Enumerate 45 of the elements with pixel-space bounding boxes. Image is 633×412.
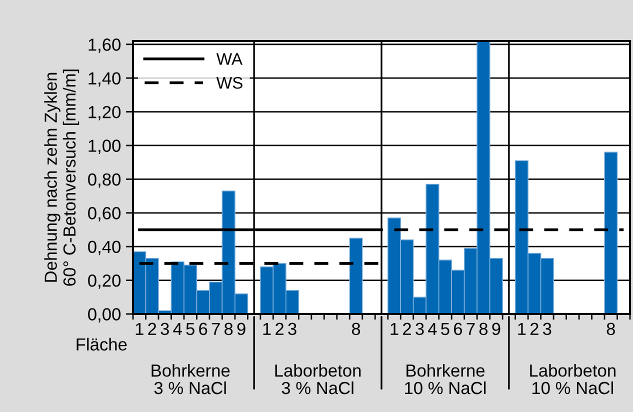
y-tick-label: 0,80 [88, 173, 121, 188]
x-tick-label: 6 [454, 322, 462, 336]
y-axis-title: Dehnung nach zehn Zyklen 60° C-Betonversuch [mm/m] [44, 70, 80, 286]
legend-label: WS [216, 76, 242, 89]
y-tick-label: 1,40 [88, 72, 121, 87]
x-tick-label: 1 [136, 322, 144, 335]
bar [349, 238, 363, 314]
x-tick-label: 9 [237, 322, 246, 336]
text: Laborbeton 10 % NaCl [530, 364, 616, 394]
y-tick-label: 1,20 [88, 106, 121, 120]
x-tick-label: 4 [428, 322, 437, 335]
x-tick-label: 5 [441, 322, 450, 336]
text: Bohrkerne 10 % NaCl [405, 364, 486, 394]
x-tick-label: 3 [288, 322, 296, 336]
y-tick-label: 0,40 [88, 240, 121, 256]
x-tick-label: 8 [479, 322, 488, 336]
y-tick-label: 0,20 [88, 274, 121, 289]
x-tick-label: 3 [416, 322, 424, 336]
x-tick-label: 7 [466, 322, 475, 335]
text: Laborbeton 3 % NaCl [275, 364, 361, 394]
x-tick-label: 3 [543, 322, 552, 336]
x-tick-label: 8 [352, 322, 360, 336]
x-tick-label: 2 [530, 322, 538, 335]
x-tick-label: 8 [224, 322, 233, 336]
x-tick-label: 4 [173, 322, 182, 335]
x-tick-label: 1 [263, 322, 271, 335]
legend-label: WA [216, 53, 243, 65]
y-tick-label: 1,60 [88, 38, 121, 53]
y-tick-label: 0,60 [88, 207, 121, 222]
x-tick-label: 9 [492, 322, 500, 336]
x-tick-label: 5 [186, 322, 194, 336]
x-tick-label: 6 [199, 322, 208, 336]
text: Fläche [76, 338, 127, 351]
bar [604, 152, 618, 314]
x-tick-label: 1 [390, 322, 398, 335]
x-tick-label: 8 [606, 322, 615, 336]
x-tick-label: 1 [518, 322, 526, 335]
y-tick-label: 1,00 [88, 140, 121, 154]
y-tick-label: 0,00 [88, 308, 121, 323]
x-tick-label: 3 [160, 322, 169, 336]
x-tick-label: 2 [148, 322, 156, 335]
x-tick-label: 2 [276, 322, 284, 335]
x-tick-label: 2 [403, 322, 411, 335]
x-tick-label: 7 [212, 322, 220, 335]
text: Bohrkerne 3 % NaCl [152, 364, 230, 394]
